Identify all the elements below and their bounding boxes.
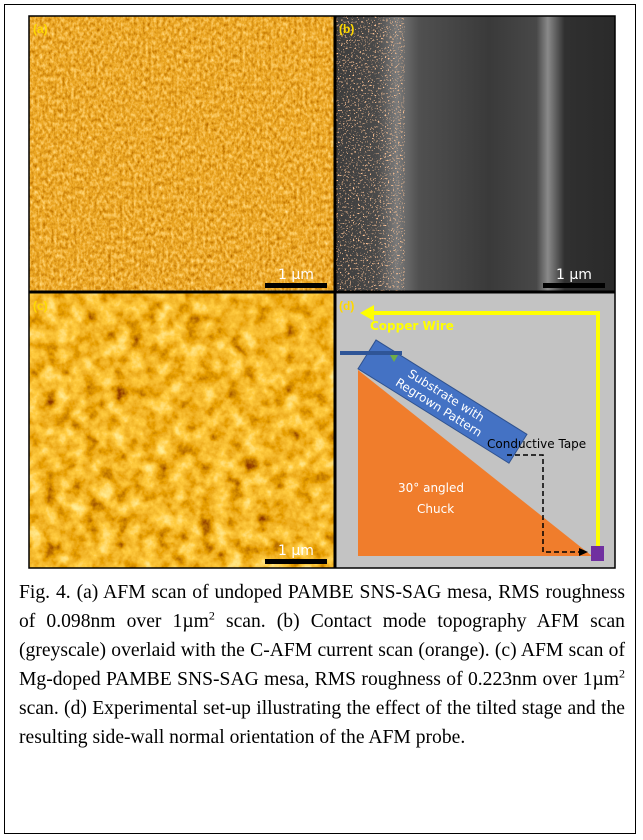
current-overlay <box>335 16 405 292</box>
probe-cantilever <box>340 351 402 355</box>
caption-text: scan. (d) Experimental set-up illustrati… <box>19 698 625 748</box>
chuck-label: 30° angled <box>398 481 464 495</box>
tape-label: Conductive Tape <box>487 437 586 451</box>
scale-label: 1 µm <box>278 267 314 283</box>
panel-label: (a) <box>33 22 48 36</box>
scale-label: 1 µm <box>556 267 592 283</box>
caption: Fig. 4. (a) AFM scan of undoped PAMBE SN… <box>19 578 625 752</box>
afm-image-a <box>29 16 335 292</box>
superscript: 2 <box>619 666 625 680</box>
afm-image-c <box>29 292 335 568</box>
contact-pad <box>591 546 604 561</box>
scale-bar <box>265 559 327 564</box>
panel-label: (b) <box>339 22 354 36</box>
wire-label: Copper Wire <box>370 319 454 333</box>
figure: (a) (b) (c) (d) 1 µm 1 µm 1 µm Substrate… <box>0 0 643 580</box>
scale-label: 1 µm <box>278 543 314 559</box>
scale-bar <box>543 283 605 288</box>
scale-bar <box>265 283 327 288</box>
panel-label: (c) <box>33 299 48 313</box>
chuck-label: Chuck <box>417 502 454 516</box>
page: (a) (b) (c) (d) 1 µm 1 µm 1 µm Substrate… <box>0 0 643 840</box>
panel-label: (d) <box>339 299 354 313</box>
